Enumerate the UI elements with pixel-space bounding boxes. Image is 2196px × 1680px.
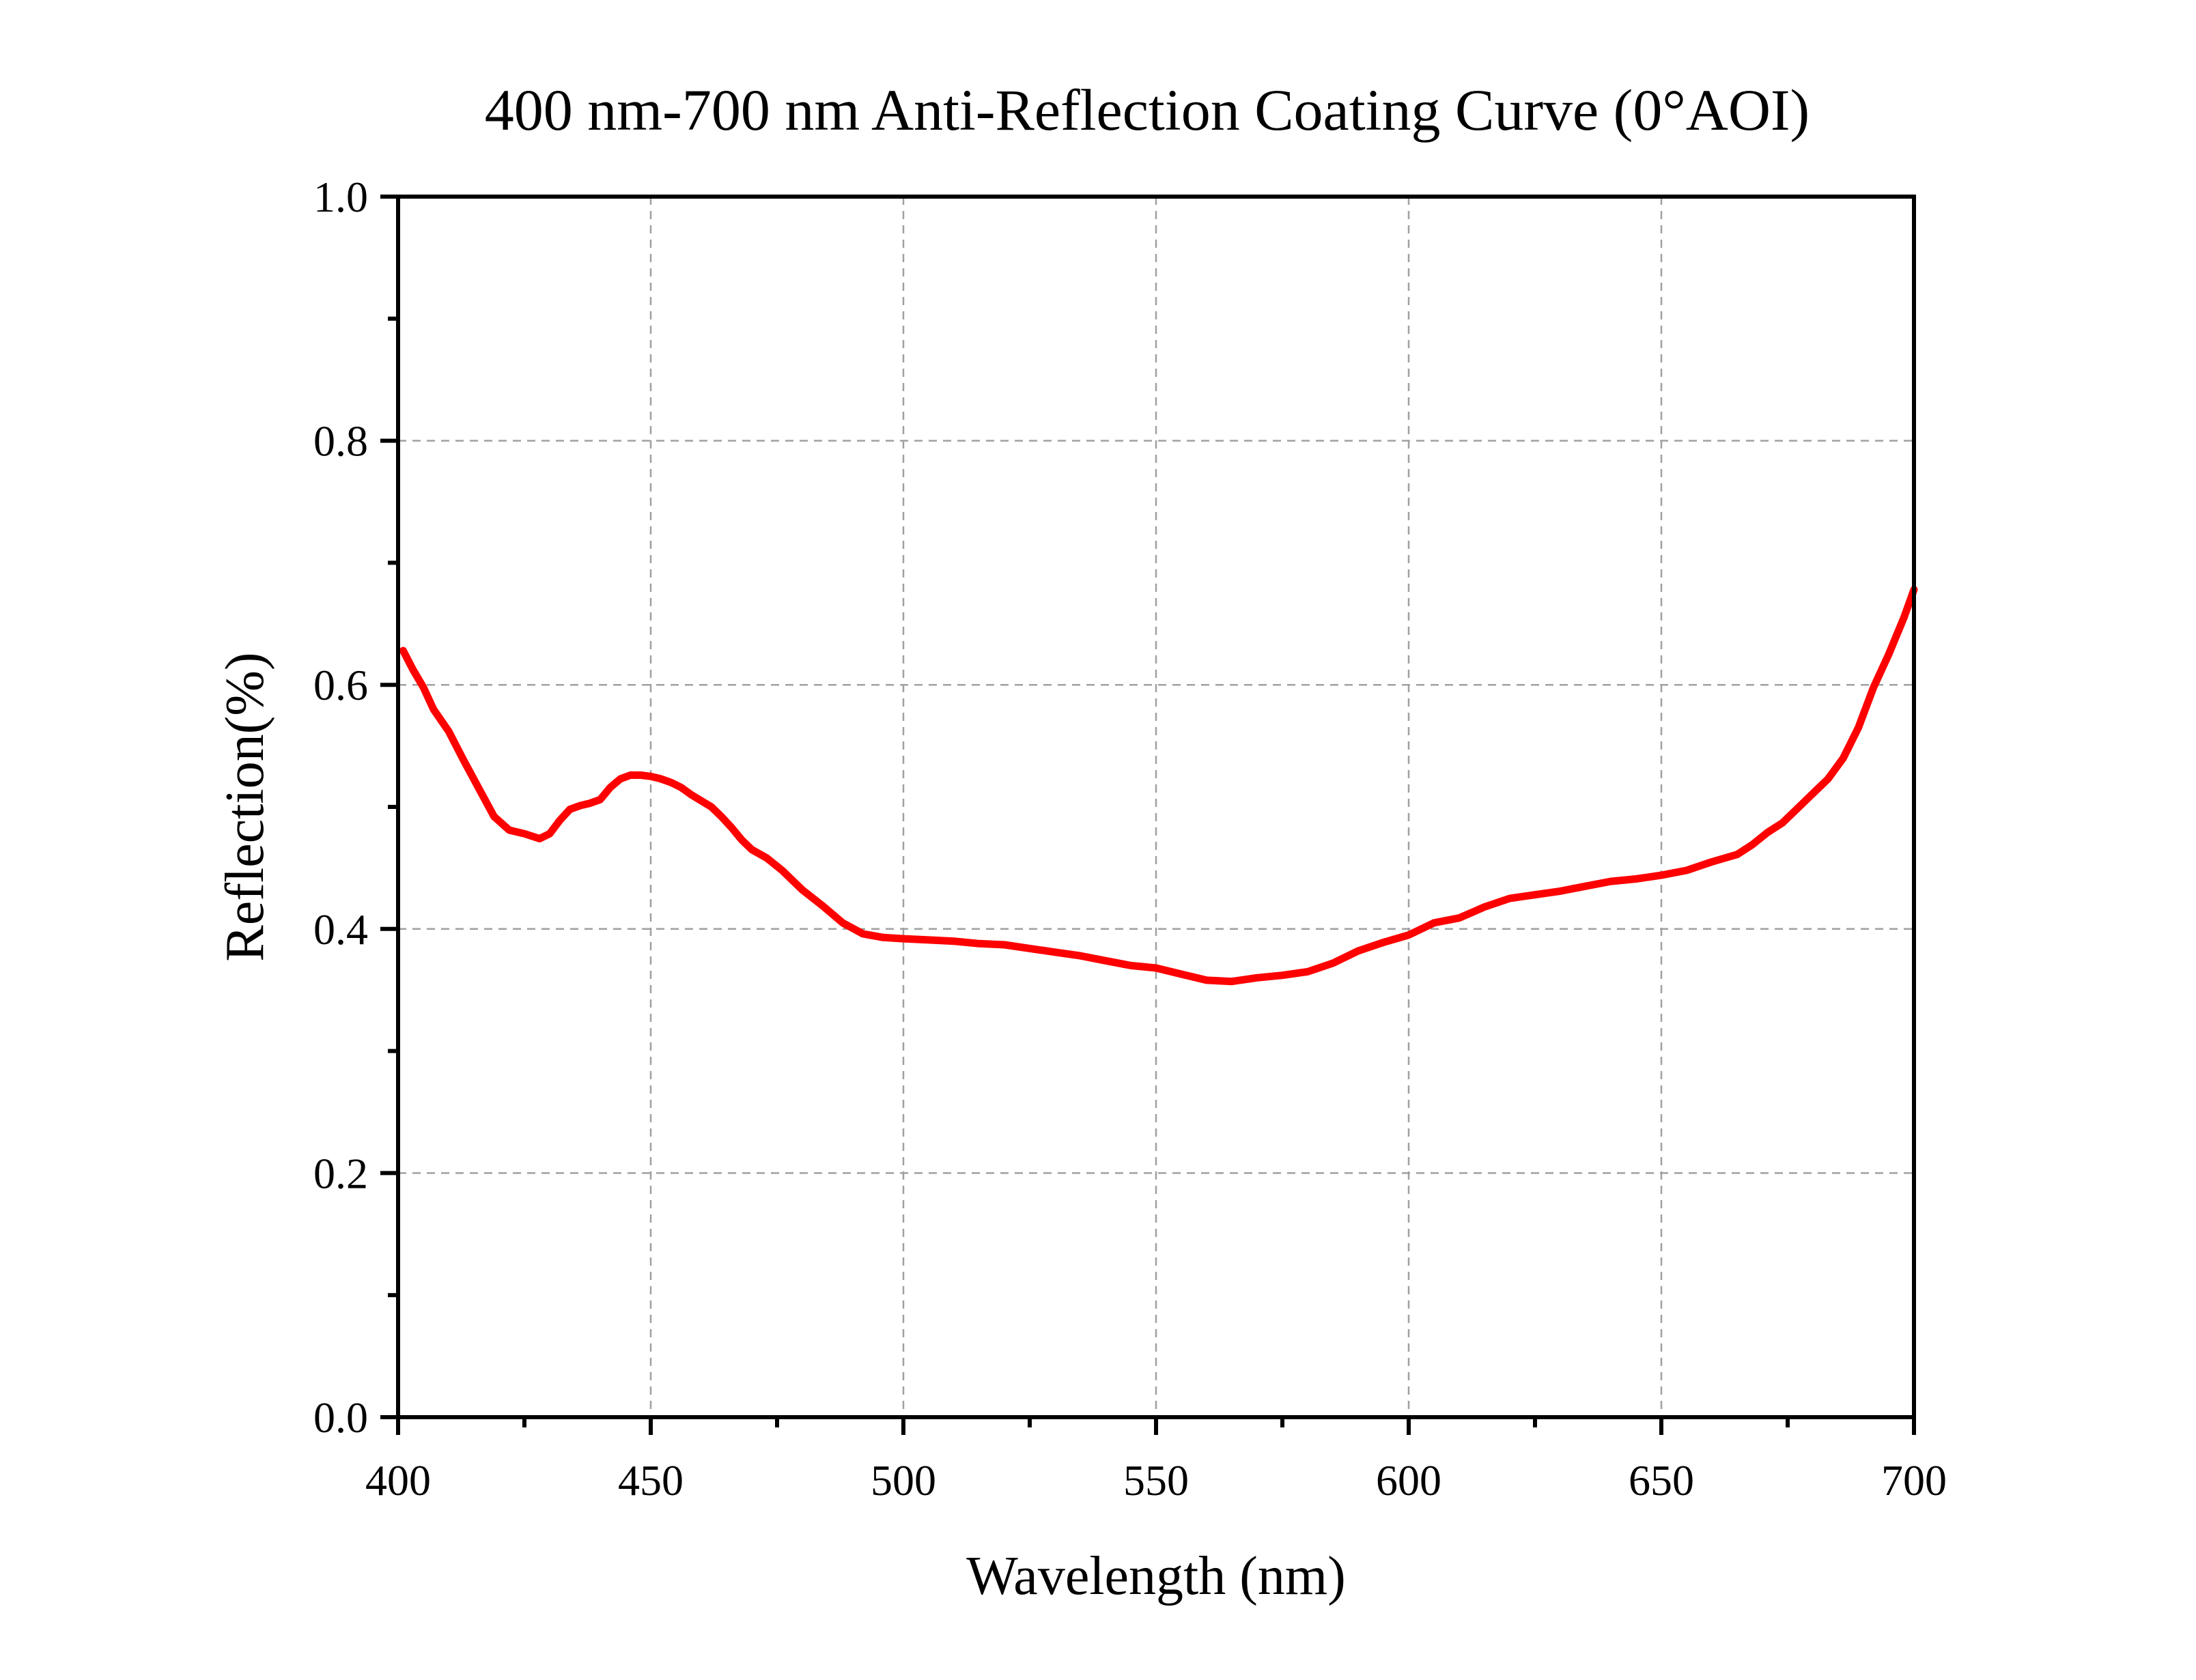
y-tick-label: 0.0 [313, 1393, 368, 1442]
plot-area [399, 586, 1918, 986]
x-tick-label: 450 [618, 1456, 684, 1505]
x-tick-label: 650 [1629, 1456, 1694, 1505]
chart-title: 400 nm-700 nm Anti-Reflection Coating Cu… [485, 77, 1810, 143]
y-tick-label: 0.8 [313, 417, 368, 466]
y-tick-label: 1.0 [313, 173, 368, 221]
series-line [399, 586, 1918, 986]
y-tick-label: 0.6 [313, 661, 368, 709]
grid [398, 197, 1914, 1417]
x-tick-label: 550 [1123, 1456, 1189, 1505]
x-axis-label: Wavelength (nm) [966, 1546, 1346, 1606]
x-tick-label: 400 [365, 1456, 431, 1505]
y-tick-label: 0.2 [313, 1149, 368, 1197]
y-tick-label: 0.4 [313, 905, 368, 954]
y-axis-label: Reflection(%) [215, 652, 275, 961]
x-tick-label: 500 [871, 1456, 936, 1505]
axis-ticks [380, 195, 1916, 1435]
x-tick-label: 600 [1376, 1456, 1441, 1505]
x-tick-label: 700 [1881, 1456, 1947, 1505]
x-tick-labels: 400 450 500 550 600 650 700 [365, 1456, 1947, 1505]
y-tick-labels: 0.0 0.2 0.4 0.6 0.8 1.0 [313, 173, 368, 1442]
